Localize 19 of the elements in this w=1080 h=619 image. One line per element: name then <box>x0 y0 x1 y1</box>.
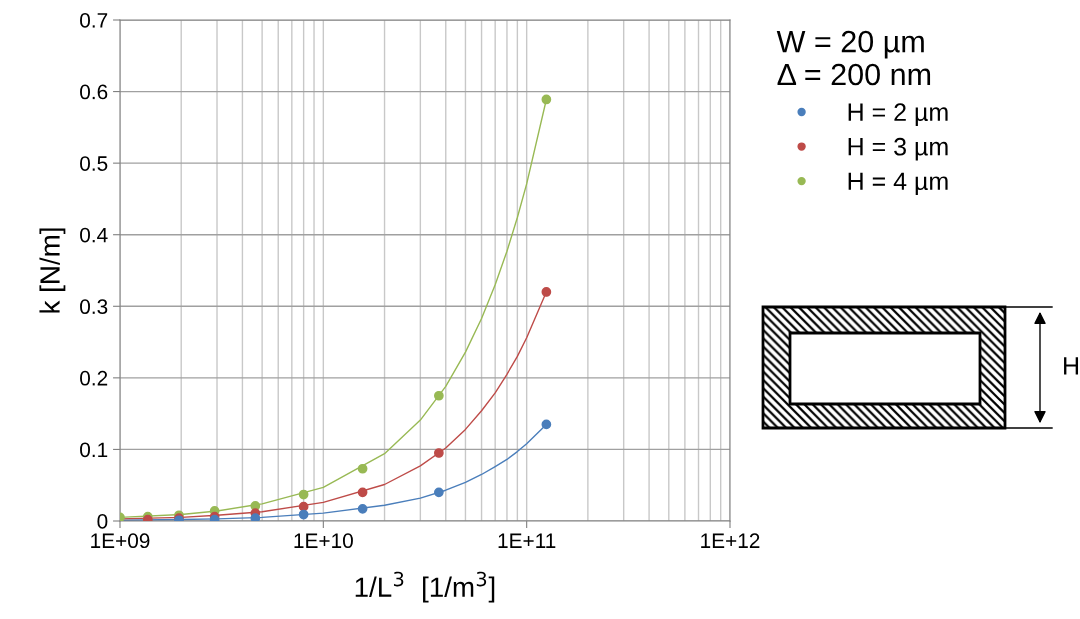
legend-label: H = 2 µm <box>848 103 948 126</box>
legend-label: H = 4 µm <box>848 172 948 196</box>
x-tick-label: 1E+12 <box>701 533 760 548</box>
y-tick-label: 0.6 <box>80 84 108 100</box>
y-tick-label: 0.7 <box>80 13 108 28</box>
y-tick-label: 0.1 <box>80 442 108 458</box>
y-tick-label: 0 <box>97 514 108 529</box>
legend-title: W = 20 µm Δ = 200 nm <box>776 30 931 86</box>
y-axis-title: k [N/m] <box>39 228 66 313</box>
legend-label: H = 3 µm <box>848 137 948 161</box>
x-axis-title: 1/L$^{3}$ [1/m$^{3}$] <box>355 571 495 603</box>
y-tick-label: 0.2 <box>80 370 108 386</box>
y-tick-label: 0.3 <box>80 299 108 315</box>
text: H <box>1064 357 1079 375</box>
x-tick-label: 1E+10 <box>294 533 353 549</box>
y-tick-label: 0.4 <box>80 227 108 243</box>
y-tick-label: 0.5 <box>80 156 108 171</box>
x-tick-label: 1E+09 <box>91 533 150 549</box>
x-tick-label: 1E+11 <box>498 533 556 548</box>
